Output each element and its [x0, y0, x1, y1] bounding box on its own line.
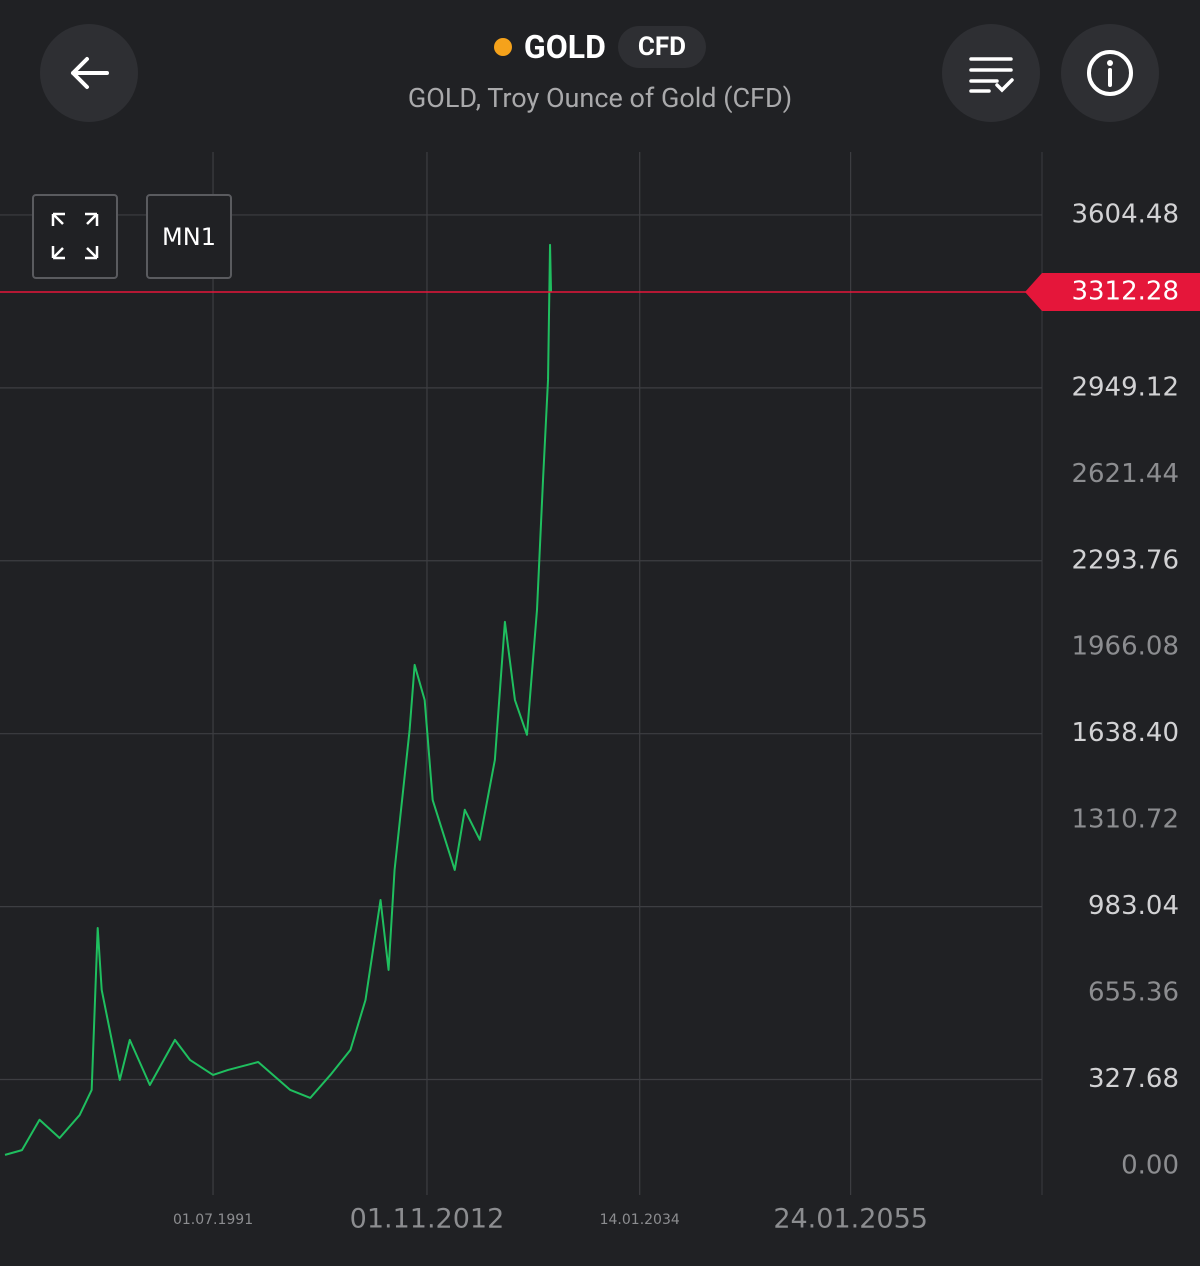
timeframe: MN1: [162, 223, 216, 251]
title-row: GOLD CFD: [0, 26, 1200, 68]
y-tick-label: 327.68: [1088, 1064, 1179, 1094]
y-tick-label: 983.04: [1088, 891, 1179, 921]
x-tick-label: 01.11.2012: [350, 1204, 505, 1235]
y-tick-label: 1638.40: [1071, 718, 1179, 748]
y-tick-label: 2621.44: [1071, 459, 1179, 489]
y-tick-label: 1310.72: [1071, 805, 1179, 835]
y-tick-label: 2949.12: [1071, 372, 1179, 402]
y-tick-label: 1966.08: [1071, 632, 1179, 662]
price-line: [4, 243, 553, 1156]
x-tick-label: 01.07.1991: [173, 1212, 253, 1228]
status-dot: [493, 38, 512, 56]
list-icon: [969, 57, 1014, 93]
list-button[interactable]: [942, 24, 1040, 122]
current-price-label: 3312.28: [1071, 277, 1179, 307]
info-icon: [1087, 50, 1133, 96]
back-button[interactable]: [40, 24, 138, 122]
symbol: GOLD: [523, 28, 606, 66]
x-tick-label: 14.01.2034: [600, 1212, 680, 1228]
x-tick-label: 24.01.2055: [773, 1204, 928, 1235]
expand-button[interactable]: [32, 194, 118, 279]
y-tick-label: 655.36: [1088, 978, 1179, 1008]
y-tick-label: 3604.48: [1071, 199, 1179, 229]
current-price-tag: [1025, 273, 1200, 312]
y-tick-label: 0.00: [1121, 1150, 1179, 1180]
expand-icon: [51, 212, 99, 260]
y-tick-label: 2293.76: [1071, 545, 1179, 575]
badge: CFD: [617, 26, 707, 68]
timeframe-button[interactable]: [146, 194, 232, 279]
subtitle: GOLD, Troy Ounce of Gold (CFD): [407, 82, 793, 114]
info-button[interactable]: [1061, 24, 1159, 122]
back-icon: [71, 57, 109, 89]
